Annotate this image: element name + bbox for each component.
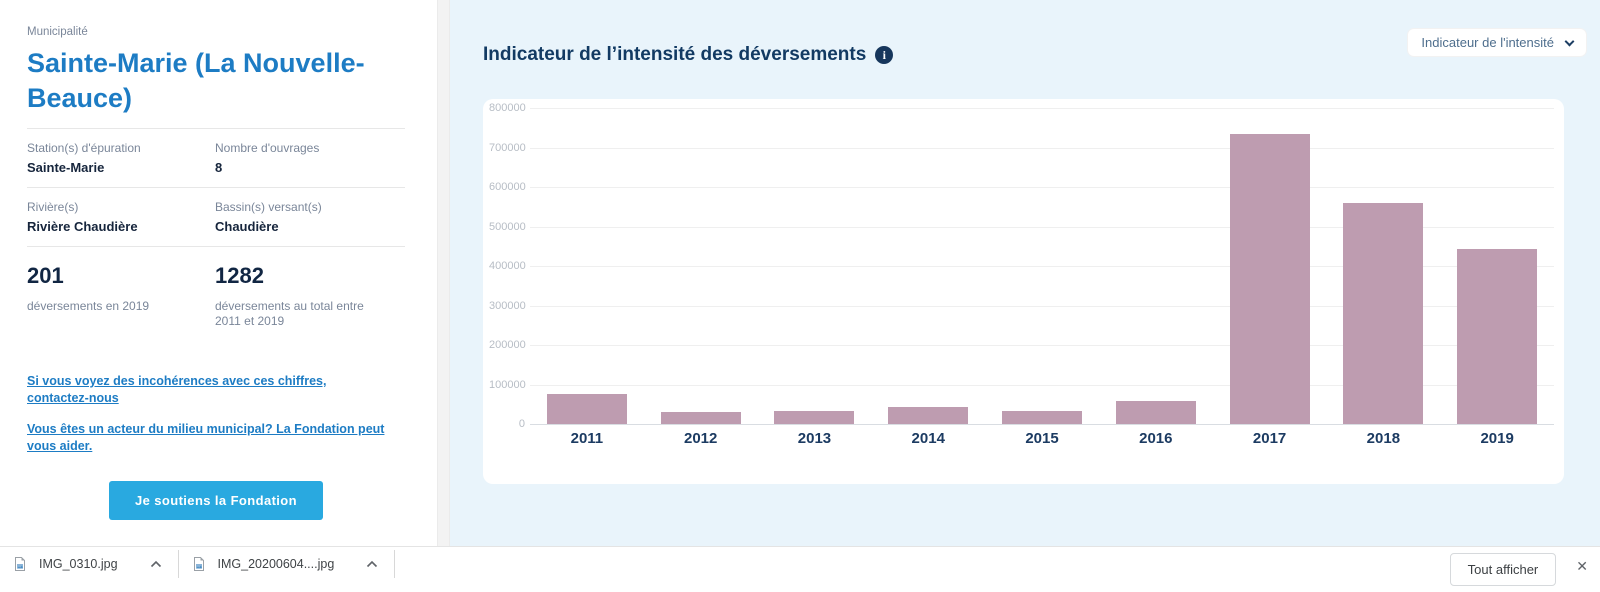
x-axis-label: 2017 bbox=[1252, 430, 1287, 447]
chevron-up-icon[interactable] bbox=[150, 560, 162, 568]
download-item[interactable]: IMG_0310.jpg bbox=[0, 550, 179, 578]
field-value: Sainte-Marie bbox=[27, 160, 105, 175]
download-item[interactable]: IMG_20200604....jpg bbox=[179, 550, 396, 578]
divider bbox=[27, 128, 405, 129]
page: Municipalité Sainte-Marie (La Nouvelle-B… bbox=[0, 0, 1600, 546]
field-bassin: Bassin(s) versant(s) Chaudière bbox=[215, 200, 405, 234]
stat-value: 1282 bbox=[215, 263, 264, 288]
field-ouvrages: Nombre d'ouvrages 8 bbox=[215, 141, 405, 175]
panel-scrollbar[interactable] bbox=[437, 0, 450, 546]
field-riviere: Rivière(s) Rivière Chaudière bbox=[27, 200, 215, 234]
field-row-2: Rivière(s) Rivière Chaudière Bassin(s) v… bbox=[27, 200, 405, 234]
gridline bbox=[530, 147, 1554, 149]
bar-2011[interactable] bbox=[546, 393, 627, 424]
y-axis-tick: 100000 bbox=[489, 378, 526, 391]
info-icon[interactable]: i bbox=[875, 46, 894, 64]
panel-links: Si vous voyez des incohérences avec ces … bbox=[27, 373, 405, 455]
gridline bbox=[530, 384, 1554, 386]
stat-caption: déversements au total entre 2011 et 2019 bbox=[215, 299, 364, 328]
x-axis-label: 2012 bbox=[683, 430, 718, 447]
bar-2012[interactable] bbox=[660, 411, 741, 424]
gridline bbox=[530, 226, 1554, 228]
x-axis-label: 2016 bbox=[1139, 430, 1173, 447]
municipality-panel: Municipalité Sainte-Marie (La Nouvelle-B… bbox=[0, 0, 437, 546]
municipal-actor-link[interactable]: Vous êtes un acteur du milieu municipal?… bbox=[27, 422, 385, 453]
gridline bbox=[530, 108, 1554, 109]
stat-total: 1282 déversements au total entre 2011 et… bbox=[215, 263, 405, 329]
x-axis-label: 2018 bbox=[1366, 430, 1401, 447]
metric-dropdown-value: Indicateur de l'intensité bbox=[1421, 35, 1554, 50]
y-axis-tick: 0 bbox=[518, 418, 525, 430]
field-row-1: Station(s) d'épuration Sainte-Marie Nomb… bbox=[27, 141, 405, 175]
download-filename: IMG_20200604....jpg bbox=[217, 557, 335, 571]
bar-2019[interactable] bbox=[1457, 249, 1538, 424]
bar-2013[interactable] bbox=[774, 411, 855, 424]
x-axis-label: 2013 bbox=[797, 430, 832, 447]
field-label: Bassin(s) versant(s) bbox=[215, 200, 322, 214]
x-axis-label: 2019 bbox=[1480, 430, 1514, 447]
chart-plot bbox=[530, 108, 1554, 425]
field-label: Rivière(s) bbox=[27, 200, 79, 214]
image-file-icon bbox=[193, 557, 204, 571]
field-label: Station(s) d'épuration bbox=[27, 141, 141, 155]
field-value: 8 bbox=[215, 160, 223, 175]
municipality-section-label: Municipalité bbox=[27, 26, 88, 38]
gridline bbox=[530, 424, 1554, 425]
chart-title-row: Indicateur de l’intensité des déversemen… bbox=[483, 44, 894, 66]
gridline bbox=[530, 187, 1554, 188]
x-axis-label: 2014 bbox=[911, 430, 945, 447]
bar-2017[interactable] bbox=[1229, 133, 1310, 424]
stat-value: 201 bbox=[27, 263, 64, 288]
metric-dropdown[interactable]: Indicateur de l'intensité bbox=[1407, 28, 1587, 57]
y-axis-tick: 600000 bbox=[489, 181, 526, 193]
image-file-icon bbox=[15, 557, 25, 571]
chart-section: Indicateur de l’intensité des déversemen… bbox=[450, 0, 1600, 546]
chevron-up-icon[interactable] bbox=[366, 560, 378, 568]
chart-card: 0 100000 200000 300000 400000 500000 600000 700… bbox=[483, 99, 1564, 484]
gridline bbox=[530, 345, 1554, 346]
x-axis-label: 2011 bbox=[570, 430, 604, 447]
chart-title: Indicateur de l’intensité des déversemen… bbox=[483, 44, 867, 65]
download-filename: IMG_0310.jpg bbox=[39, 557, 118, 571]
divider bbox=[27, 187, 405, 188]
chart-xlabels: 2011 2012 2013 2014 2015 2016 2017 2018 2019 bbox=[530, 430, 1554, 447]
y-axis-tick: 300000 bbox=[489, 299, 526, 312]
field-value: Rivière Chaudière bbox=[27, 219, 138, 234]
field-label: Nombre d'ouvrages bbox=[215, 141, 320, 155]
gridline bbox=[530, 266, 1554, 267]
bar-2016[interactable] bbox=[1115, 400, 1196, 424]
stats-row: 201 déversements en 2019 1282 déversemen… bbox=[27, 263, 405, 329]
gridline bbox=[530, 305, 1554, 307]
y-axis-tick: 200000 bbox=[489, 339, 526, 351]
chevron-down-icon bbox=[1564, 36, 1575, 46]
field-station: Station(s) d'épuration Sainte-Marie bbox=[27, 141, 215, 175]
downloads-bar: IMG_0310.jpg IMG_20200604....jpg Tout af… bbox=[0, 546, 1600, 592]
bar-2015[interactable] bbox=[1002, 410, 1082, 424]
bar-2014[interactable] bbox=[888, 406, 969, 424]
divider bbox=[27, 246, 405, 247]
y-axis-tick: 700000 bbox=[489, 141, 526, 154]
y-axis-tick: 800000 bbox=[489, 102, 526, 114]
report-inconsistency-link[interactable]: Si vous voyez des incohérences avec ces … bbox=[27, 374, 327, 405]
y-axis-tick: 400000 bbox=[489, 260, 526, 272]
stat-2019: 201 déversements en 2019 bbox=[27, 263, 215, 329]
stat-caption: déversements en 2019 bbox=[27, 299, 150, 313]
close-downloads-icon[interactable]: ✕ bbox=[1576, 558, 1588, 574]
field-value: Chaudière bbox=[215, 219, 279, 234]
support-foundation-button[interactable]: Je soutiens la Fondation bbox=[108, 481, 323, 520]
bar-2018[interactable] bbox=[1343, 202, 1424, 424]
x-axis-label: 2015 bbox=[1025, 430, 1059, 447]
y-axis-tick: 500000 bbox=[489, 220, 526, 233]
municipality-name: Sainte-Marie (La Nouvelle-Beauce) bbox=[27, 48, 365, 113]
downloads-bar-right: Tout afficher ✕ bbox=[1449, 547, 1600, 586]
